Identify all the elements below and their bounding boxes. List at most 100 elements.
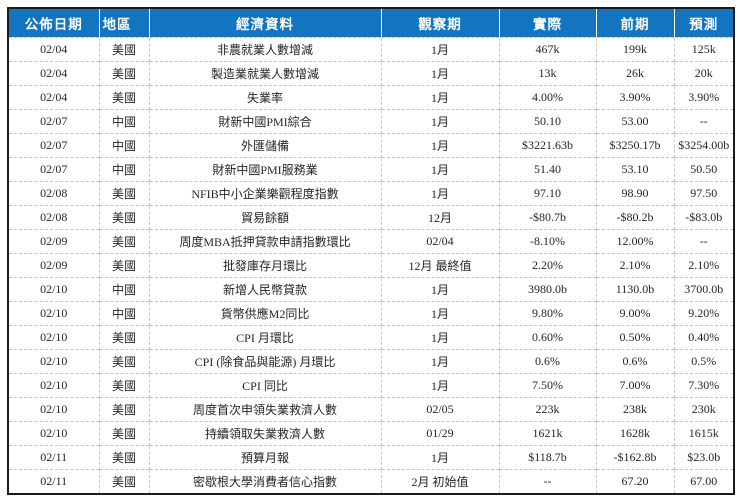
- header-indicator: 經濟資料: [148, 8, 381, 38]
- table-row: 02/09 美國 周度MBA抵押貸款申請指數環比 02/04 -8.10% 12.00% -…: [8, 229, 734, 254]
- cell-indicator: NFIB中小企業樂觀程度指數: [148, 181, 381, 206]
- cell-observation-period: 1月: [380, 301, 499, 326]
- cell-forecast: --: [673, 109, 734, 134]
- cell-publish-date: 02/11: [8, 445, 99, 470]
- table-row: 02/04 美國 非農就業人數增減 1月 467k 199k 125k: [8, 37, 734, 62]
- header-forecast: 預測: [673, 8, 734, 38]
- cell-actual: 1621k: [498, 421, 596, 446]
- cell-region: 美國: [98, 445, 149, 470]
- table-body: 02/04 美國 非農就業人數增減 1月 467k 199k 125k 02/04 美國 製造業就…: [8, 37, 734, 494]
- cell-region: 美國: [98, 61, 149, 86]
- cell-forecast: 50.50: [673, 157, 734, 182]
- table-row: 02/10 美國 周度首次申領失業救濟人數 02/05 223k 238k 230k: [8, 397, 734, 422]
- cell-region: 中國: [98, 133, 149, 158]
- cell-region: 美國: [98, 373, 149, 398]
- cell-forecast: 230k: [673, 397, 734, 422]
- cell-forecast: 2.10%: [673, 253, 734, 278]
- cell-publish-date: 02/07: [8, 133, 99, 158]
- table-row: 02/08 美國 NFIB中小企業樂觀程度指數 1月 97.10 98.90 97.50: [8, 181, 734, 206]
- header-observation-period: 觀察期: [380, 8, 499, 38]
- cell-region: 美國: [98, 469, 149, 494]
- cell-indicator: 貿易餘額: [148, 205, 381, 230]
- table-row: 02/04 美國 製造業就業人數增減 1月 13k 26k 20k: [8, 61, 734, 86]
- cell-observation-period: 02/05: [380, 397, 499, 422]
- cell-indicator: 非農就業人數增減: [148, 37, 381, 62]
- cell-region: 美國: [98, 37, 149, 62]
- cell-region: 美國: [98, 205, 149, 230]
- cell-prior: 12.00%: [595, 229, 674, 254]
- cell-forecast: --: [673, 229, 734, 254]
- cell-publish-date: 02/04: [8, 61, 99, 86]
- table-row: 02/07 中國 財新中國PMI服務業 1月 51.40 53.10 50.50: [8, 157, 734, 182]
- cell-prior: 3.90%: [595, 85, 674, 110]
- cell-observation-period: 02/04: [380, 229, 499, 254]
- table-row: 02/10 美國 持續領取失業救濟人數 01/29 1621k 1628k 1615k: [8, 421, 734, 446]
- cell-observation-period: 1月: [380, 37, 499, 62]
- cell-indicator: 財新中國PMI服務業: [148, 157, 381, 182]
- economic-calendar-table: 公佈日期 地區 經濟資料 觀察期 實際 前期 預測 02/04 美國 非農就業人數增…: [7, 7, 735, 495]
- cell-actual: 97.10: [498, 181, 596, 206]
- cell-actual: 13k: [498, 61, 596, 86]
- cell-prior: 53.00: [595, 109, 674, 134]
- cell-publish-date: 02/10: [8, 349, 99, 374]
- economic-calendar: 公佈日期 地區 經濟資料 觀察期 實際 前期 預測 02/04 美國 非農就業人數增…: [7, 7, 735, 495]
- cell-prior: 7.00%: [595, 373, 674, 398]
- cell-indicator: 失業率: [148, 85, 381, 110]
- cell-indicator: CPI 同比: [148, 373, 381, 398]
- cell-indicator: CPI 月環比: [148, 325, 381, 350]
- cell-prior: 67.20: [595, 469, 674, 494]
- cell-forecast: $3254.00b: [673, 133, 734, 158]
- cell-indicator: 周度首次申領失業救濟人數: [148, 397, 381, 422]
- table-row: 02/09 美國 批發庫存月環比 12月 最終值 2.20% 2.10% 2.10%: [8, 253, 734, 278]
- header-publish-date: 公佈日期: [8, 8, 99, 38]
- cell-publish-date: 02/09: [8, 253, 99, 278]
- cell-observation-period: 1月: [380, 133, 499, 158]
- cell-observation-period: 12月 最終值: [380, 253, 499, 278]
- cell-publish-date: 02/11: [8, 469, 99, 494]
- cell-forecast: 125k: [673, 37, 734, 62]
- cell-actual: 7.50%: [498, 373, 596, 398]
- cell-publish-date: 02/10: [8, 421, 99, 446]
- cell-actual: --: [498, 469, 596, 494]
- cell-publish-date: 02/10: [8, 373, 99, 398]
- cell-actual: 3980.0b: [498, 277, 596, 302]
- cell-indicator: 密歇根大學消費者信心指數: [148, 469, 381, 494]
- header-actual: 實際: [498, 8, 596, 38]
- table-row: 02/10 美國 CPI 同比 1月 7.50% 7.00% 7.30%: [8, 373, 734, 398]
- cell-prior: $3250.17b: [595, 133, 674, 158]
- cell-prior: 98.90: [595, 181, 674, 206]
- table-row: 02/11 美國 預算月報 1月 $118.7b -$162.8b $23.0b: [8, 445, 734, 470]
- cell-prior: 2.10%: [595, 253, 674, 278]
- cell-publish-date: 02/04: [8, 85, 99, 110]
- cell-prior: 1628k: [595, 421, 674, 446]
- cell-prior: 0.6%: [595, 349, 674, 374]
- cell-observation-period: 2月 初始值: [380, 469, 499, 494]
- table-row: 02/10 美國 CPI 月環比 1月 0.60% 0.50% 0.40%: [8, 325, 734, 350]
- cell-publish-date: 02/10: [8, 397, 99, 422]
- cell-forecast: 0.40%: [673, 325, 734, 350]
- cell-forecast: 0.5%: [673, 349, 734, 374]
- cell-region: 美國: [98, 229, 149, 254]
- cell-indicator: 持續領取失業救濟人數: [148, 421, 381, 446]
- cell-indicator: 周度MBA抵押貸款申請指數環比: [148, 229, 381, 254]
- cell-actual: 51.40: [498, 157, 596, 182]
- cell-publish-date: 02/07: [8, 109, 99, 134]
- cell-publish-date: 02/10: [8, 325, 99, 350]
- cell-publish-date: 02/08: [8, 181, 99, 206]
- table-row: 02/04 美國 失業率 1月 4.00% 3.90% 3.90%: [8, 85, 734, 110]
- cell-observation-period: 1月: [380, 109, 499, 134]
- cell-prior: 199k: [595, 37, 674, 62]
- cell-publish-date: 02/08: [8, 205, 99, 230]
- cell-forecast: 3.90%: [673, 85, 734, 110]
- cell-publish-date: 02/10: [8, 277, 99, 302]
- cell-indicator: 批發庫存月環比: [148, 253, 381, 278]
- cell-prior: 9.00%: [595, 301, 674, 326]
- cell-indicator: 製造業就業人數增減: [148, 61, 381, 86]
- table-row: 02/08 美國 貿易餘額 12月 -$80.7b -$80.2b -$83.0b: [8, 205, 734, 230]
- cell-region: 美國: [98, 85, 149, 110]
- cell-observation-period: 1月: [380, 325, 499, 350]
- cell-indicator: 財新中國PMI綜合: [148, 109, 381, 134]
- table-header-row: 公佈日期 地區 經濟資料 觀察期 實際 前期 預測: [8, 8, 734, 38]
- table-row: 02/07 中國 財新中國PMI綜合 1月 50.10 53.00 --: [8, 109, 734, 134]
- cell-observation-period: 01/29: [380, 421, 499, 446]
